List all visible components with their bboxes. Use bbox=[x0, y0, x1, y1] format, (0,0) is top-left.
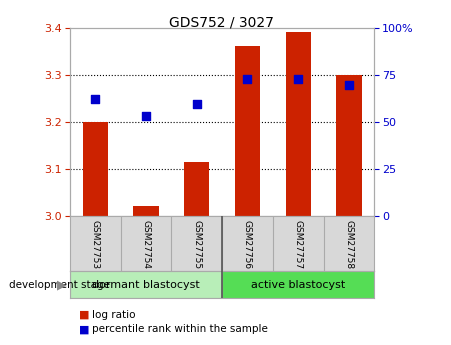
Bar bbox=[235, 47, 260, 216]
Text: active blastocyst: active blastocyst bbox=[251, 280, 345, 289]
Point bbox=[345, 82, 353, 88]
Bar bbox=[285, 32, 311, 216]
Point bbox=[193, 101, 200, 107]
Text: ▶: ▶ bbox=[57, 278, 67, 291]
Text: ■: ■ bbox=[79, 310, 89, 319]
Point bbox=[143, 113, 150, 119]
Text: ■: ■ bbox=[79, 325, 89, 334]
Text: GSM27755: GSM27755 bbox=[192, 220, 201, 269]
Bar bbox=[222, 271, 374, 298]
Bar bbox=[336, 75, 362, 216]
Text: log ratio: log ratio bbox=[92, 310, 136, 319]
Text: GSM27754: GSM27754 bbox=[142, 220, 151, 269]
Text: percentile rank within the sample: percentile rank within the sample bbox=[92, 325, 268, 334]
Text: development stage: development stage bbox=[9, 280, 110, 289]
Point bbox=[295, 76, 302, 82]
Bar bbox=[184, 161, 209, 216]
Bar bbox=[133, 206, 159, 216]
Text: GSM27756: GSM27756 bbox=[243, 220, 252, 269]
Point bbox=[244, 76, 251, 82]
Text: GSM27757: GSM27757 bbox=[294, 220, 303, 269]
Text: GSM27753: GSM27753 bbox=[91, 220, 100, 269]
Bar bbox=[70, 271, 222, 298]
Text: GDS752 / 3027: GDS752 / 3027 bbox=[169, 16, 273, 30]
Text: GSM27758: GSM27758 bbox=[345, 220, 354, 269]
Bar bbox=[83, 122, 108, 216]
Point bbox=[92, 96, 99, 102]
Text: dormant blastocyst: dormant blastocyst bbox=[92, 280, 200, 289]
